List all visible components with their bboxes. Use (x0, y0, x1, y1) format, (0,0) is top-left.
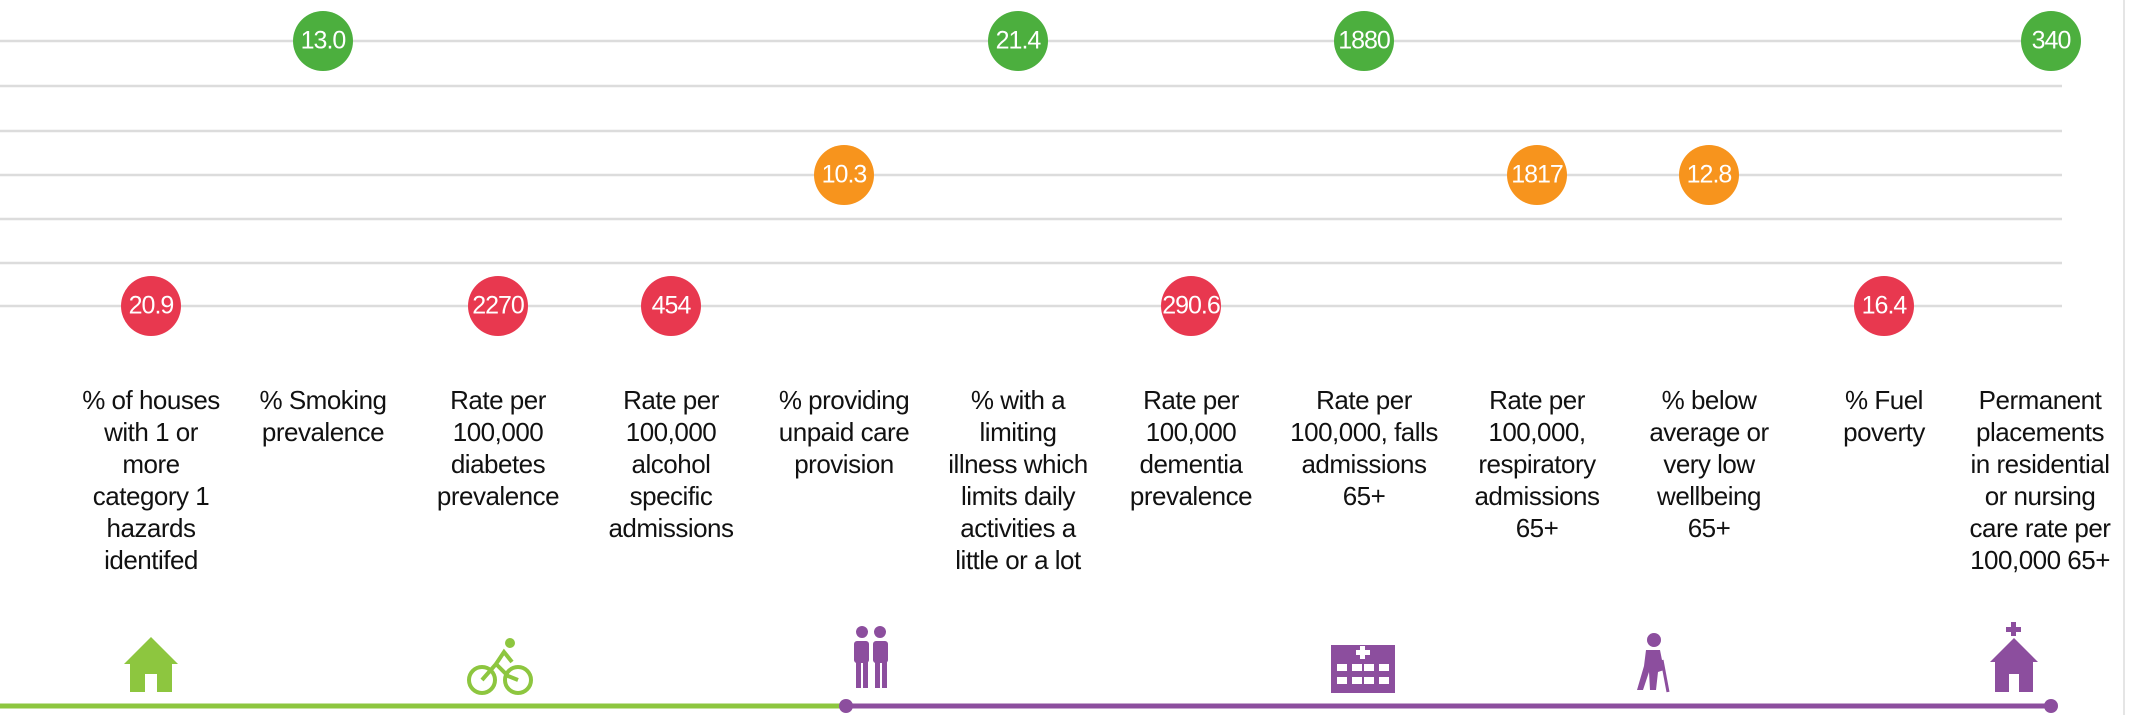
indicator-label: illness which (948, 449, 1087, 479)
value-circle (2021, 11, 2081, 71)
elderly-icon (1637, 633, 1670, 693)
value-label: 10.3 (822, 161, 867, 189)
value-label: 290.6 (1162, 292, 1220, 320)
indicator-label: diabetes (451, 449, 546, 479)
indicator-label: wellbeing (1656, 481, 1761, 511)
indicator-label: or nursing (1985, 481, 2096, 511)
value-circle (814, 145, 874, 205)
indicator-label: Permanent (1979, 385, 2103, 415)
value-circle (1507, 145, 1567, 205)
value-circle (1161, 276, 1221, 336)
indicator-label: unpaid care (779, 417, 909, 447)
value-circle (1679, 145, 1739, 205)
indicator-label: average or (1649, 417, 1769, 447)
value-label: 16.4 (1862, 292, 1908, 320)
indicator-label: admissions (1474, 481, 1600, 511)
indicator-label: with 1 or (103, 417, 199, 447)
value-circle (1854, 276, 1914, 336)
indicator-label: very low (1663, 449, 1755, 479)
value-label: 20.9 (129, 292, 174, 320)
indicator-label: in residential (1971, 449, 2110, 479)
indicator-label: dementia (1140, 449, 1244, 479)
value-label: 13.0 (301, 27, 346, 55)
value-label: 454 (652, 292, 692, 320)
value-label: 1880 (1338, 27, 1390, 55)
indicator-label: % Fuel (1845, 385, 1923, 415)
indicator-label: prevalence (437, 481, 559, 511)
indicator-label: 100,000 (626, 417, 717, 447)
value-circle (121, 276, 181, 336)
value-label: 12.8 (1687, 161, 1732, 189)
value-circle (641, 276, 701, 336)
indicator-label: activities a (960, 513, 1076, 543)
indicator-label: admissions (608, 513, 734, 543)
bike-icon (467, 638, 533, 695)
indicator-label: poverty (1843, 417, 1925, 447)
indicator-label: identifed (104, 545, 198, 575)
house-icon (124, 637, 178, 692)
indicator-label: % Smoking (260, 385, 387, 415)
indicator-label: Rate per (1489, 385, 1586, 415)
value-label: 340 (2032, 27, 2071, 55)
indicator-label: % with a (971, 385, 1066, 415)
indicator-label: Rate per (450, 385, 547, 415)
indicator-label: 65+ (1343, 481, 1386, 511)
indicator-label: 100,000 (453, 417, 544, 447)
indicator-label: hazards (107, 513, 196, 543)
value-circle (988, 11, 1048, 71)
indicator-label: placements (1976, 417, 2104, 447)
indicator-label: admissions (1301, 449, 1427, 479)
indicator-label: more (122, 449, 179, 479)
indicator-label: % of houses (82, 385, 220, 415)
care-home-icon (1990, 622, 2038, 692)
indicator-label: specific (630, 481, 713, 511)
indicator-label: respiratory (1478, 449, 1596, 479)
timeline-dot (2044, 699, 2058, 713)
indicator-label: Rate per (623, 385, 720, 415)
indicator-label: category 1 (93, 481, 209, 511)
indicator-label: provision (794, 449, 894, 479)
grid (0, 39, 2062, 308)
indicator-label: Rate per (1143, 385, 1240, 415)
indicator-label: 100,000, falls (1290, 417, 1438, 447)
indicator-label: limiting (980, 417, 1057, 447)
indicator-label: little or a lot (955, 545, 1082, 575)
indicator-label: prevalence (1130, 481, 1252, 511)
couple-icon (854, 626, 888, 688)
indicator-label: 65+ (1688, 513, 1731, 543)
indicator-label: limits daily (961, 481, 1075, 511)
value-circle (1334, 11, 1394, 71)
indicator-label: 100,000 65+ (1970, 545, 2110, 575)
indicator-label: prevalence (262, 417, 384, 447)
value-label: 2270 (472, 292, 524, 320)
indicator-label: % below (1662, 385, 1757, 415)
value-label: 1817 (1511, 161, 1563, 189)
timeline-dot (839, 699, 853, 713)
value-circle (293, 11, 353, 71)
indicator-label: alcohol (632, 449, 711, 479)
value-circle (468, 276, 528, 336)
indicator-label: 65+ (1516, 513, 1559, 543)
indicator-label: care rate per (1970, 513, 2112, 543)
value-label: 21.4 (996, 27, 1042, 55)
indicator-label: 100,000, (1488, 417, 1585, 447)
indicator-label: % providing (779, 385, 909, 415)
hospital-icon (1331, 645, 1395, 693)
indicator-label: 100,000 (1146, 417, 1237, 447)
indicator-label: Rate per (1316, 385, 1413, 415)
